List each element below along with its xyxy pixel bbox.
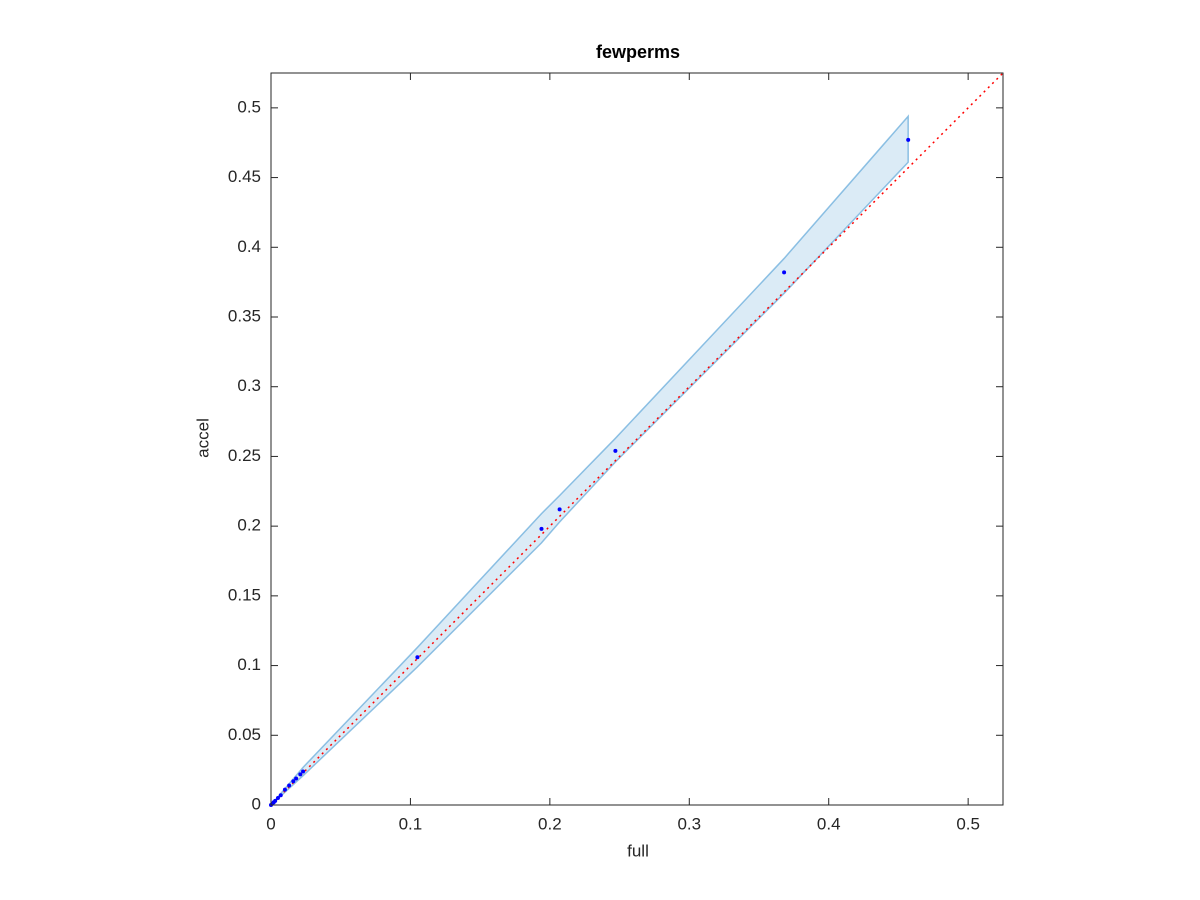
y-tick-label: 0 [252, 794, 261, 813]
y-tick-label: 0.2 [237, 516, 261, 535]
data-point [906, 137, 911, 142]
x-tick-label: 0.3 [677, 814, 701, 833]
y-tick-label: 0.3 [237, 376, 261, 395]
y-tick-label: 0.15 [228, 585, 261, 604]
data-point [557, 507, 562, 512]
x-tick-label: 0.5 [956, 814, 980, 833]
y-tick-label: 0.05 [228, 725, 261, 744]
y-tick-label: 0.45 [228, 167, 261, 186]
data-point [278, 793, 283, 798]
chart-title: fewperms [596, 42, 680, 62]
x-tick-label: 0.4 [817, 814, 841, 833]
data-point [282, 787, 287, 792]
axes-box [270, 72, 1004, 806]
data-point [294, 776, 299, 781]
y-tick-label: 0.35 [228, 306, 261, 325]
x-tick-label: 0.1 [399, 814, 423, 833]
data-point [298, 772, 303, 777]
x-axis-label: full [627, 841, 649, 860]
y-tick-label: 0.4 [237, 237, 261, 256]
x-tick-label: 0.2 [538, 814, 562, 833]
data-point [287, 783, 292, 788]
y-axis-label: accel [193, 418, 212, 458]
y-tick-label: 0.5 [237, 97, 261, 116]
data-point [291, 779, 296, 784]
x-tick-label: 0 [266, 814, 275, 833]
data-point [273, 798, 278, 803]
data-point [782, 270, 787, 275]
data-point [415, 655, 420, 660]
reference-line [270, 72, 1004, 806]
data-point [275, 796, 280, 801]
y-tick-label: 0.1 [237, 655, 261, 674]
data-point [301, 769, 306, 774]
data-point [539, 526, 544, 531]
data-point [613, 448, 618, 453]
y-tick-label: 0.25 [228, 446, 261, 465]
